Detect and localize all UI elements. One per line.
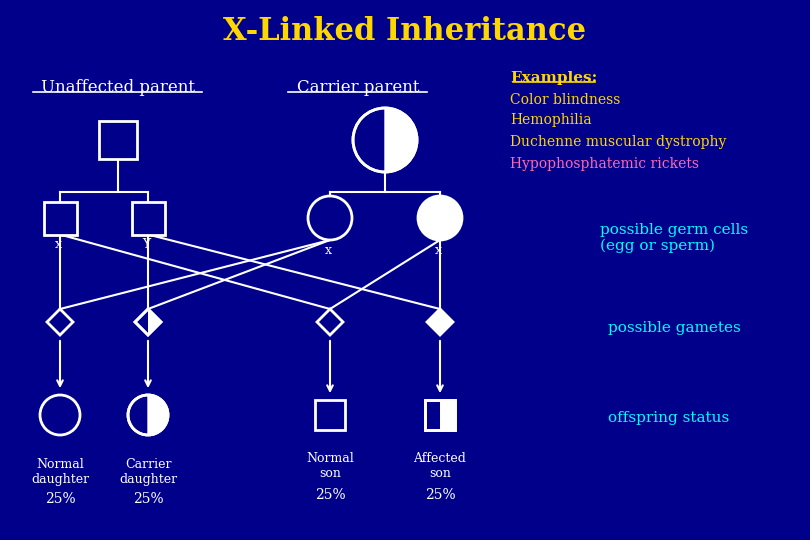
Polygon shape <box>135 309 161 335</box>
Text: x: x <box>325 244 331 256</box>
Text: Hypophosphatemic rickets: Hypophosphatemic rickets <box>510 157 699 171</box>
Bar <box>131 201 164 234</box>
Polygon shape <box>385 108 417 172</box>
Text: 25%: 25% <box>315 488 345 502</box>
Text: Carrier
daughter: Carrier daughter <box>119 458 177 486</box>
Circle shape <box>128 395 168 435</box>
Text: offspring status: offspring status <box>608 411 729 425</box>
Bar <box>425 400 455 430</box>
Text: 25%: 25% <box>45 492 75 506</box>
Polygon shape <box>148 309 161 335</box>
Text: 25%: 25% <box>133 492 164 506</box>
Circle shape <box>308 196 352 240</box>
Text: Y: Y <box>142 238 150 251</box>
Bar <box>425 400 455 430</box>
Text: Color blindness: Color blindness <box>510 93 620 107</box>
Text: possible germ cells
(egg or sperm): possible germ cells (egg or sperm) <box>600 222 748 253</box>
Text: Examples:: Examples: <box>510 71 597 85</box>
Bar <box>99 121 137 159</box>
Text: Affected
son: Affected son <box>414 452 467 480</box>
Text: Normal
son: Normal son <box>306 452 354 480</box>
Bar <box>44 201 76 234</box>
Text: Hemophilia: Hemophilia <box>510 113 591 127</box>
Polygon shape <box>427 309 453 335</box>
Text: possible gametes: possible gametes <box>608 321 741 335</box>
Polygon shape <box>317 309 343 335</box>
Polygon shape <box>148 395 168 435</box>
Circle shape <box>353 108 417 172</box>
Text: Carrier parent: Carrier parent <box>296 79 420 97</box>
Text: 25%: 25% <box>424 488 455 502</box>
Circle shape <box>40 395 80 435</box>
Bar <box>315 400 345 430</box>
Bar <box>440 400 455 430</box>
Text: Unaffected parent: Unaffected parent <box>41 79 195 97</box>
Polygon shape <box>47 309 73 335</box>
Text: X-Linked Inheritance: X-Linked Inheritance <box>224 17 586 48</box>
Circle shape <box>418 196 462 240</box>
Text: x: x <box>54 238 62 251</box>
Text: Normal
daughter: Normal daughter <box>31 458 89 486</box>
Text: x: x <box>434 244 441 256</box>
Text: Duchenne muscular dystrophy: Duchenne muscular dystrophy <box>510 135 727 149</box>
